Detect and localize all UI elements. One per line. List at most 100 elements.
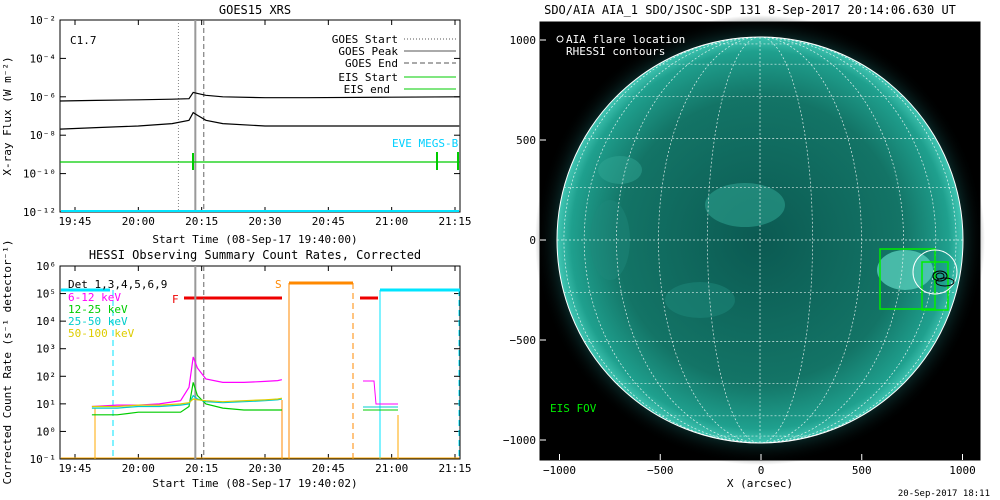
- hessi-legend: Det 1,3,4,5,6,9 6-12 keV 12-25 keV 25-50…: [68, 278, 167, 340]
- x-tick-label: −500: [647, 464, 674, 477]
- y-tick-label: 10⁻⁸: [30, 129, 57, 142]
- hessi-legend-label: 12-25 keV: [68, 303, 128, 316]
- goes-legend-label: EIS Start: [338, 71, 398, 84]
- x-tick-label: 0: [758, 464, 765, 477]
- y-tick-label: 10⁰: [36, 425, 56, 438]
- x-tick-label: 19:45: [58, 462, 91, 475]
- y-tick-label: 10⁻²: [30, 14, 57, 27]
- y-tick-label: 1000: [510, 34, 537, 47]
- hessi-flag-s: S: [275, 278, 282, 291]
- aia-heliographic-grid: [557, 37, 963, 443]
- goes-legend-label: GOES Peak: [338, 45, 398, 58]
- goes-x-axis: 19:45 20:00 20:15 20:30 20:45 21:00 21:15: [58, 20, 472, 228]
- goes-legend-label: EIS end: [344, 83, 390, 96]
- goes-legend: GOES Start GOES Peak GOES End EIS Start …: [332, 33, 456, 96]
- series-line: [91, 397, 283, 408]
- x-tick-label: 20:00: [122, 462, 155, 475]
- goes-series-group: [60, 91, 460, 163]
- x-tick-label: 20:00: [122, 215, 155, 228]
- hessi-y-axis: 10⁻¹ 10⁰ 10¹ 10² 10³ 10⁴ 10⁵ 10⁶: [30, 260, 460, 466]
- grid-longitude-line: [759, 37, 813, 443]
- grid-longitude-line: [583, 37, 761, 443]
- y-tick-label: 10⁻⁶: [30, 91, 57, 104]
- x-tick-label: 20:15: [185, 462, 218, 475]
- x-tick-label: 20:45: [312, 215, 345, 228]
- grid-longitude-line: [616, 37, 761, 443]
- grid-longitude-line: [759, 37, 904, 443]
- y-tick-label: 10⁻¹⁰: [23, 168, 56, 181]
- goes-plot-frame: [59, 19, 461, 213]
- goes-y-axis-label: X-ray Flux (W m⁻²): [1, 56, 14, 175]
- aia-y-axis: 1000 500 0 −500 −1000: [503, 34, 546, 447]
- x-tick-label: 20:15: [185, 215, 218, 228]
- series-line: [91, 356, 283, 408]
- y-tick-label: 10⁻⁴: [30, 52, 57, 65]
- grid-longitude-line: [759, 37, 957, 443]
- y-tick-label: 10²: [36, 370, 56, 383]
- hessi-panel: HESSI Observing Summary Count Rates, Cor…: [1, 239, 472, 490]
- y-tick-label: 10⁵: [36, 288, 56, 301]
- aia-x-axis: −1000 −500 0 500 1000: [543, 454, 976, 477]
- x-tick-label: 21:00: [375, 462, 408, 475]
- x-tick-label: 21:15: [438, 462, 471, 475]
- goes-panel: GOES15 XRS 10⁻¹² 10⁻¹⁰ 10⁻⁸ 10⁻⁶ 10⁻⁴ 10⁻² 19…: [1, 3, 472, 246]
- y-tick-label: 10¹: [36, 398, 56, 411]
- hessi-attenuator-bars: [61, 281, 460, 459]
- hessi-flag-f: F: [172, 293, 179, 306]
- aia-footer-timestamp: 20-Sep-2017 18:11: [898, 489, 990, 499]
- series-line: [60, 111, 460, 130]
- x-tick-label: 19:45: [58, 215, 91, 228]
- goes-x-axis-label: Start Time (08-Sep-17 19:40:00): [152, 233, 357, 246]
- y-tick-label: 10⁴: [36, 315, 56, 328]
- series-line: [91, 382, 282, 416]
- y-tick-label: 10⁻¹²: [23, 206, 56, 219]
- goes-legend-label: GOES Start: [332, 33, 398, 46]
- grid-longitude-line: [759, 37, 862, 443]
- x-tick-label: 20:30: [248, 462, 281, 475]
- goes-flare-class: C1.7: [70, 34, 97, 47]
- x-tick-label: −1000: [543, 464, 576, 477]
- grid-longitude-line: [658, 37, 761, 443]
- goes-eve-megs-label: EVE MEGS-B: [392, 137, 459, 150]
- aia-flare-location-circle: [912, 249, 958, 295]
- goes-time-markers: [177, 20, 205, 212]
- aia-eis-fov-label: EIS FOV: [550, 402, 597, 415]
- aia-legend-label: RHESSI contours: [566, 45, 665, 58]
- x-tick-label: 21:00: [375, 215, 408, 228]
- aia-rhessi-contours: [932, 270, 955, 287]
- aia-title: SDO/AIA AIA_1 SDO/JSOC-SDP 131 8-Sep-201…: [544, 3, 956, 17]
- goes-eve-marks: [192, 152, 459, 170]
- hessi-time-markers: [194, 266, 205, 459]
- aia-active-regions: [590, 156, 933, 318]
- hessi-late-segment: [363, 380, 398, 411]
- goes-legend-label: GOES End: [345, 57, 398, 70]
- aia-legend-label: AIA flare location: [566, 33, 685, 46]
- aia-limb: [556, 36, 964, 444]
- x-tick-label: 20:45: [312, 462, 345, 475]
- hessi-plot-frame: [59, 265, 461, 460]
- x-tick-label: 1000: [949, 464, 976, 477]
- aia-legend-circle: [556, 35, 564, 43]
- series-line: [91, 394, 283, 409]
- grid-longitude-line: [563, 37, 761, 443]
- aia-panel: SDO/AIA AIA_1 SDO/JSOC-SDP 131 8-Sep-201…: [503, 3, 990, 499]
- y-tick-label: 500: [516, 134, 536, 147]
- y-tick-label: −1000: [503, 434, 536, 447]
- hessi-x-axis-label: Start Time (08-Sep-17 19:40:02): [152, 477, 357, 490]
- grid-longitude-line: [759, 37, 937, 443]
- y-tick-label: 10⁶: [36, 260, 56, 273]
- x-tick-label: 500: [852, 464, 872, 477]
- y-tick-label: 10³: [36, 343, 56, 356]
- hessi-legend-label: 25-50 keV: [68, 315, 128, 328]
- hessi-title: HESSI Observing Summary Count Rates, Cor…: [89, 248, 421, 262]
- y-tick-label: −500: [510, 334, 537, 347]
- goes-title: GOES15 XRS: [219, 3, 291, 17]
- hessi-legend-label: 6-12 keV: [68, 291, 121, 304]
- hessi-y-axis-label: Corrected Count Rate (s⁻¹ detector⁻¹): [1, 239, 14, 484]
- y-tick-label: 10⁻¹: [30, 453, 57, 466]
- hessi-legend-label: 50-100 keV: [68, 327, 135, 340]
- grid-longitude-line: [707, 37, 761, 443]
- hessi-x-axis: 19:45 20:00 20:15 20:30 20:45 21:00 21:15: [58, 266, 472, 475]
- hessi-series-group: [91, 356, 283, 416]
